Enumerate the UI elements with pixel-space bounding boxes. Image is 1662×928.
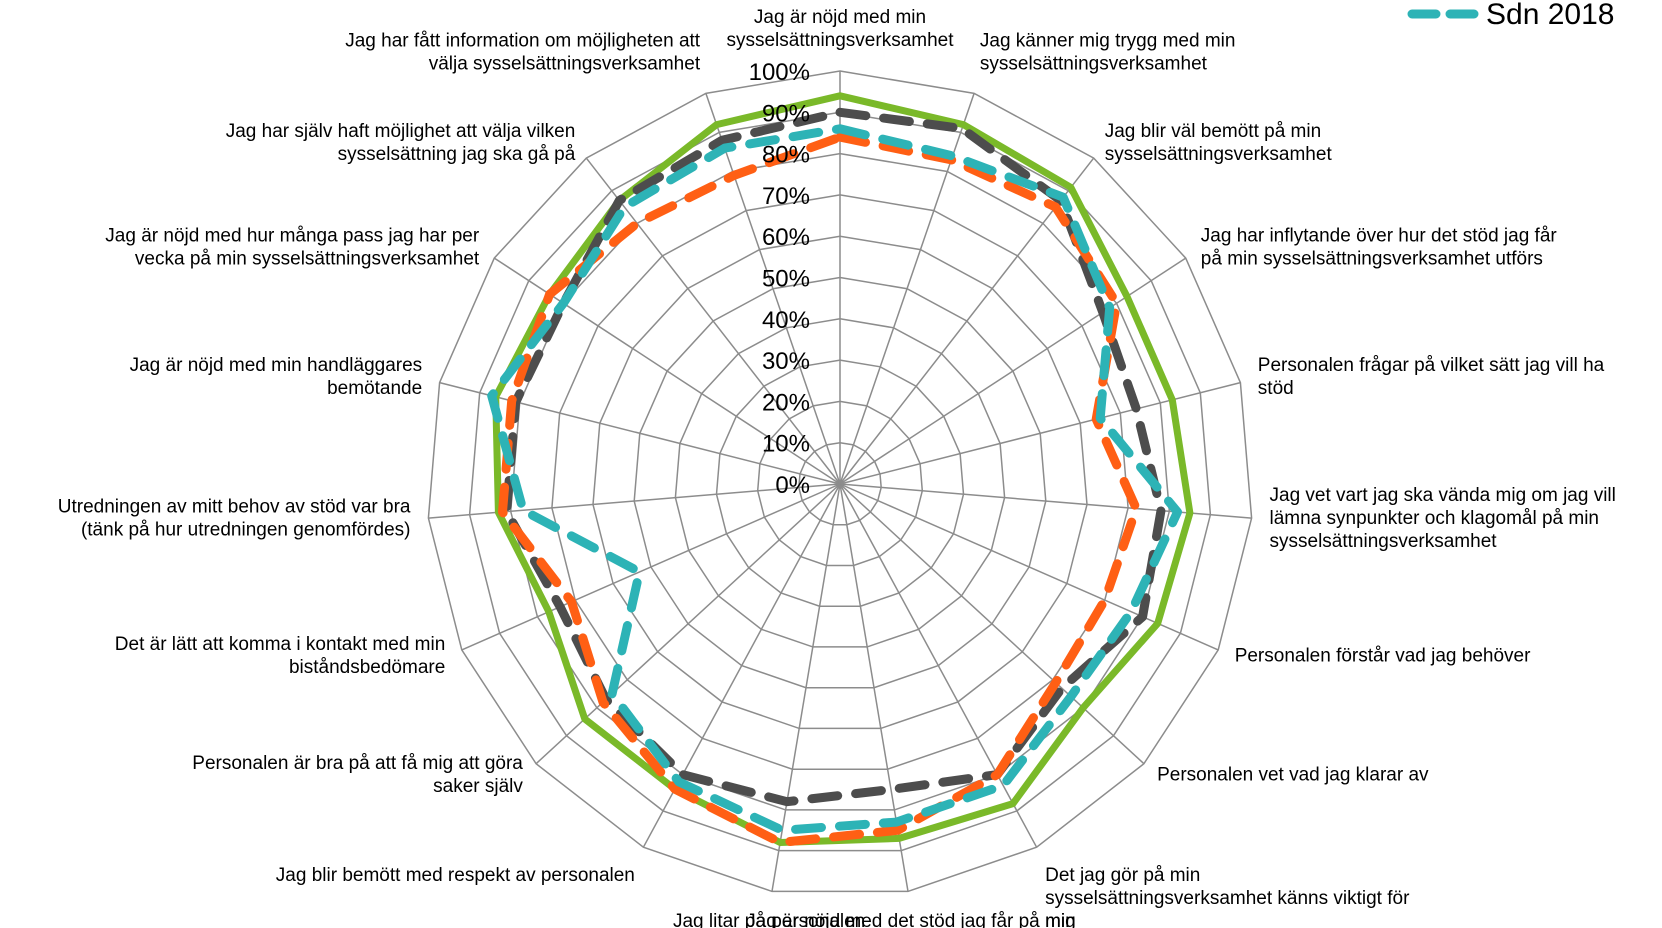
category-label: Jag har inflytande över hur det stöd jag… [1201,225,1558,269]
category-label-line: saker själv [433,776,523,797]
category-label-line: sysselsättning jag ska gå på [338,144,576,165]
grid-ring [468,111,1212,852]
category-label: Det jag gör på min sysselsättningsverksam… [1045,865,1410,928]
grid-ring [427,70,1253,893]
tick-label: 0% [775,472,810,499]
category-label: Jag är nöjd med hur många pass jag har p… [105,225,480,269]
category-label-line: på min sysselsättningsverksamhet utförs [1201,248,1543,269]
grid-spoke [439,381,841,485]
grid-ring [551,194,1129,770]
radial-tick-labels: 0% 10% 20% 30% 40% 50% 60% 70% 80% 90% 100% [749,59,810,499]
category-label-line: (tänk på hur utredningen genomfördes) [81,520,411,541]
category-label-line: lämna synpunkter och klagomål på min [1270,508,1600,529]
category-label: Jag har själv haft möjlighet att välja v… [226,121,576,165]
category-label-line: sysselsättningsverksamhet [980,53,1208,74]
grid-ring [756,400,924,567]
category-label-line: sysselsättningsverksamhet [1270,531,1498,552]
grid-ring [633,276,1047,689]
category-label: Det är lätt att komma i kontakt med min b… [115,634,446,678]
series-line-3 [498,132,1141,847]
grid-spoke [585,157,841,485]
category-label: Jag är nöjd med min handläggares bemötand… [130,355,423,399]
category-label-line: biståndsbedömare [289,657,445,678]
category-label-line: sysselsättningsverksamhet [1105,144,1333,165]
category-label-line: stöd [1258,378,1294,399]
category-label-line: Jag är nöjd med hur många pass jag har p… [105,225,480,246]
grid-spoke [839,157,1095,485]
tick-label: 90% [762,100,810,127]
category-label: Personalen är bra på att få mig att göra… [192,753,523,797]
grid-spoke [839,483,1038,848]
category-label-line: Personalen förstår vad jag behöver [1235,646,1531,667]
tick-label: 40% [762,307,810,334]
category-label-line: Jag har fått information om möjligheten … [345,30,701,51]
grid-spoke [771,483,841,892]
category-label: Personalen förstår vad jag behöver [1235,646,1531,667]
tick-label: 50% [762,266,810,293]
category-label-line: Jag litar på personalen [673,911,865,928]
tick-label: 100% [749,59,810,86]
grid-spoke [461,483,841,651]
category-label: Personalen vet vad jag klarar av [1157,764,1429,785]
tick-label: 30% [762,348,810,375]
category-label-line: Jag blir väl bemött på min [1105,121,1322,142]
grid-spoke [535,483,841,765]
category-label: Jag är nöjd med min sysselsättningsverksa… [726,7,954,51]
category-label-line: Jag vet vart jag ska vända mig om jag vi… [1270,485,1616,506]
tick-label: 70% [762,183,810,210]
series-line-4 [487,124,1182,835]
category-label-line: Jag känner mig trygg med min [980,30,1236,51]
legend-label: Sdn 2018 [1486,0,1614,31]
category-labels: Jag är nöjd med min sysselsättningsverksa… [58,7,1616,928]
category-label-line: Jag är nöjd med det stöd jag får på min [746,911,1076,928]
category-label-line: Personalen är bra på att få mig att göra [192,753,523,774]
category-label-line: sysselsättningsverksamhet [726,30,954,51]
category-label-line: Utredningen av mitt behov av stöd var br… [58,497,411,518]
category-label: Jag känner mig trygg med min sysselsättni… [980,30,1236,74]
category-label-line: bemötande [327,378,422,399]
category-label-line: Jag blir bemött med respekt av personale… [276,865,635,886]
grid-spoke [839,483,1252,519]
category-label: Jag litar på personalen [673,911,865,928]
grid-ring [592,235,1088,730]
category-label: Jag är nöjd med det stöd jag får på mins… [746,911,1076,928]
radar-series [487,92,1194,847]
grid-ring [798,441,882,526]
tick-label: 10% [762,431,810,458]
tick-label: 60% [762,224,810,251]
category-label: Jag blir väl bemött på min sysselsättning… [1105,121,1333,165]
category-label-line: välja sysselsättningsverksamhet [429,53,701,74]
category-label-line: vecka på min sysselsättningsverksamhet [135,248,480,269]
grid-ring [674,318,1006,648]
category-label-line: Jag har inflytande över hur det stöd jag… [1201,225,1558,246]
grid-spoke [839,257,1187,485]
legend: Sdn 2018 [1407,0,1614,31]
tick-label: 20% [762,389,810,416]
grid-spoke [839,483,1145,765]
category-label: Jag har fått information om möjligheten … [345,30,701,74]
category-label-line: Jag har själv haft möjlighet att välja v… [226,121,576,142]
category-label-line: Det jag gör på min [1045,865,1200,886]
category-label-line: Jag är nöjd med min [754,7,926,28]
category-label: Utredningen av mitt behov av stöd var br… [58,497,411,541]
grid-ring [715,359,965,607]
tick-label: 80% [762,142,810,169]
category-label-line: mig [1045,911,1076,928]
category-label-line: Det är lätt att komma i kontakt med min [115,634,446,655]
grid-spoke [705,93,841,485]
category-label-line: Personalen vet vad jag klarar av [1157,764,1429,785]
category-label: Personalen frågar på vilket sätt jag vil… [1258,355,1605,399]
category-label: Jag vet vart jag ska vända mig om jag vi… [1270,485,1616,552]
series-line-1 [492,92,1194,846]
category-label-line: sysselsättningsverksamhet känns viktigt … [1045,888,1410,909]
category-label-line: Jag är nöjd med min handläggares [130,355,423,376]
category-label-line: Personalen frågar på vilket sätt jag vil… [1258,355,1605,376]
category-label: Jag blir bemött med respekt av personale… [276,865,635,886]
